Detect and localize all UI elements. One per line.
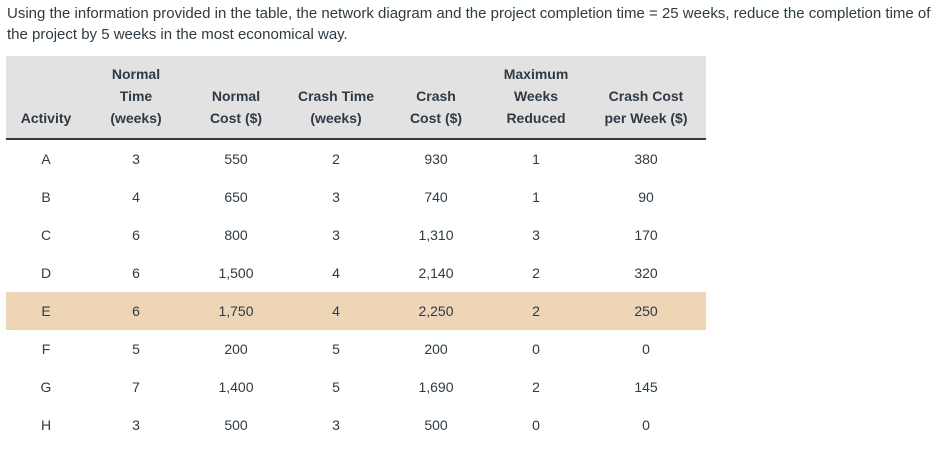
- header-crash-cost: Crash Cost ($): [386, 56, 486, 140]
- cell-activity: D: [40, 265, 52, 281]
- header-max-weeks-reduced: Maximum Weeks Reduced: [486, 56, 586, 140]
- cell-crash-cost: 2,140: [418, 265, 454, 281]
- cell-max-reduced: 0: [532, 417, 540, 433]
- cell-activity: H: [40, 417, 52, 433]
- cell-max-reduced: 1: [532, 189, 540, 205]
- table-row: H 3 500 3 500 0 0: [6, 406, 706, 444]
- header-normal-cost: Normal Cost ($): [186, 56, 286, 140]
- header-crash-time: Crash Time (weeks): [286, 56, 386, 140]
- cell-crash-time: 3: [332, 227, 340, 243]
- cell-cost-per-week: 320: [634, 265, 658, 281]
- cell-normal-cost: 1,500: [218, 265, 254, 281]
- cell-crash-cost: 1,310: [418, 227, 454, 243]
- cell-crash-cost: 1,690: [418, 379, 454, 395]
- cell-max-reduced: 2: [532, 265, 540, 281]
- cell-cost-per-week: 250: [634, 303, 658, 319]
- cell-normal-time: 6: [132, 265, 140, 281]
- cell-max-reduced: 2: [532, 303, 540, 319]
- cell-normal-time: 6: [132, 227, 140, 243]
- header-activity: Activity: [6, 56, 86, 140]
- crash-cost-table: Activity Normal Time (weeks) Normal Cost…: [6, 56, 706, 444]
- table-row: C 6 800 3 1,310 3 170: [6, 216, 706, 254]
- cell-crash-time: 5: [332, 379, 340, 395]
- table-header-row: Activity Normal Time (weeks) Normal Cost…: [6, 56, 706, 140]
- cell-activity: E: [41, 303, 51, 319]
- cell-crash-cost: 930: [424, 151, 448, 167]
- cell-max-reduced: 2: [532, 379, 540, 395]
- table-row: G 7 1,400 5 1,690 2 145: [6, 368, 706, 406]
- cell-normal-cost: 200: [224, 341, 248, 357]
- cell-activity: C: [40, 227, 52, 243]
- table-row: D 6 1,500 4 2,140 2 320: [6, 254, 706, 292]
- table-row: B 4 650 3 740 1 90: [6, 178, 706, 216]
- cell-activity: F: [41, 341, 51, 357]
- cell-crash-time: 3: [332, 417, 340, 433]
- cell-normal-time: 3: [132, 151, 140, 167]
- cell-crash-time: 3: [332, 189, 340, 205]
- cell-crash-cost: 740: [424, 189, 448, 205]
- cell-normal-time: 5: [132, 341, 140, 357]
- cell-normal-cost: 650: [224, 189, 248, 205]
- cell-normal-cost: 1,750: [218, 303, 254, 319]
- cell-crash-cost: 500: [424, 417, 448, 433]
- cell-normal-time: 3: [132, 417, 140, 433]
- cell-normal-time: 7: [132, 379, 140, 395]
- cell-cost-per-week: 90: [638, 189, 654, 205]
- cell-crash-time: 4: [332, 265, 340, 281]
- cell-max-reduced: 3: [532, 227, 540, 243]
- cell-normal-time: 6: [132, 303, 140, 319]
- table-row: A 3 550 2 930 1 380: [6, 139, 706, 178]
- cell-cost-per-week: 145: [634, 379, 658, 395]
- cell-normal-cost: 550: [224, 151, 248, 167]
- cell-crash-time: 5: [332, 341, 340, 357]
- cell-activity: B: [41, 189, 51, 205]
- cell-cost-per-week: 0: [642, 417, 650, 433]
- cell-cost-per-week: 170: [634, 227, 658, 243]
- header-crash-cost-per-week: Crash Cost per Week ($): [586, 56, 706, 140]
- cell-normal-time: 4: [132, 189, 140, 205]
- cell-crash-time: 4: [332, 303, 340, 319]
- cell-crash-time: 2: [332, 151, 340, 167]
- cell-cost-per-week: 380: [634, 151, 658, 167]
- header-normal-time: Normal Time (weeks): [86, 56, 186, 140]
- cell-max-reduced: 0: [532, 341, 540, 357]
- cell-max-reduced: 1: [532, 151, 540, 167]
- cell-normal-cost: 1,400: [218, 379, 254, 395]
- cell-crash-cost: 2,250: [418, 303, 454, 319]
- cell-crash-cost: 200: [424, 341, 448, 357]
- table-row-highlighted: E 6 1,750 4 2,250 2 250: [6, 292, 706, 330]
- cell-activity: G: [40, 379, 52, 395]
- question-text: Using the information provided in the ta…: [7, 5, 931, 43]
- cell-normal-cost: 500: [224, 417, 248, 433]
- cell-normal-cost: 800: [224, 227, 248, 243]
- cell-cost-per-week: 0: [642, 341, 650, 357]
- cell-activity: A: [41, 151, 51, 167]
- table-row: F 5 200 5 200 0 0: [6, 330, 706, 368]
